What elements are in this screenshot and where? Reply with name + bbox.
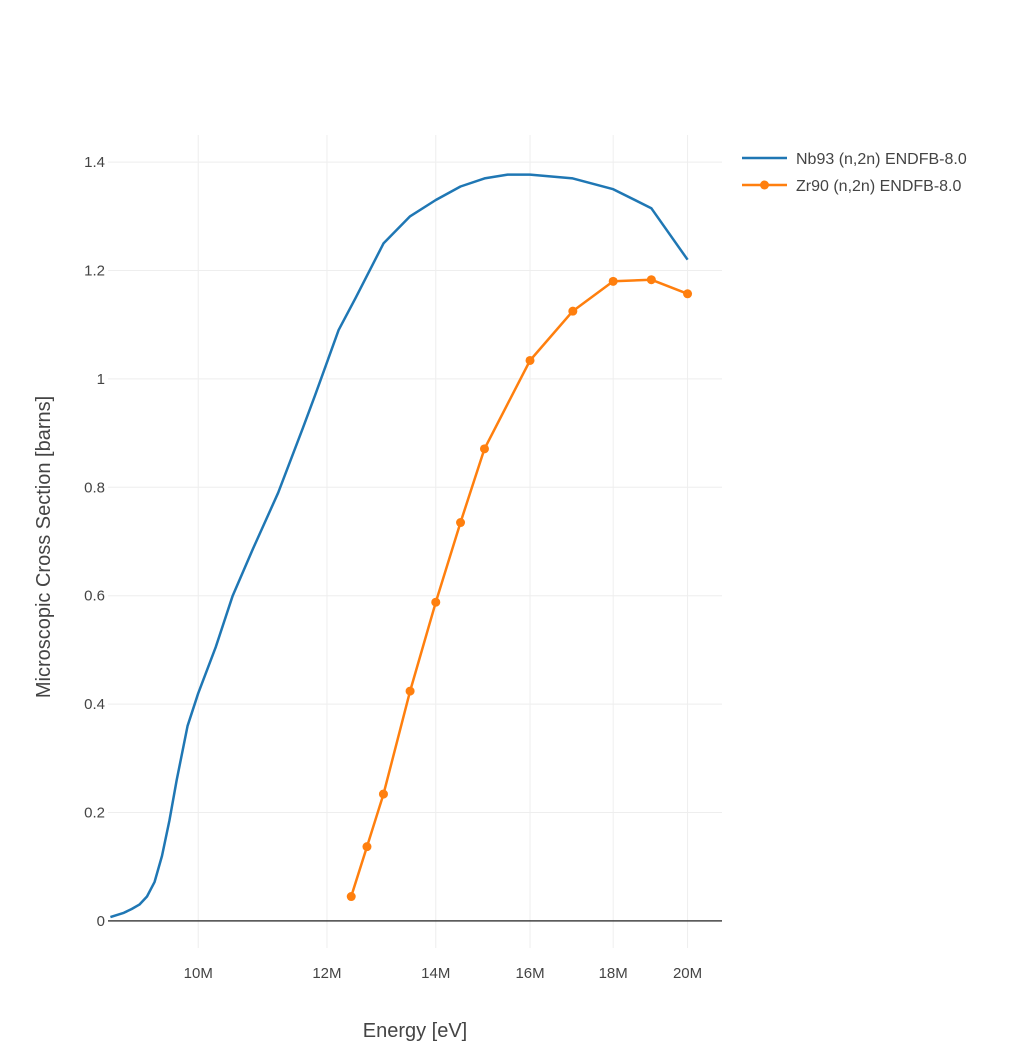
legend-label: Zr90 (n,2n) ENDFB-8.0	[796, 178, 961, 195]
data-point[interactable]	[525, 355, 535, 365]
series-layer	[110, 173, 693, 919]
y-tick-label: 0	[97, 913, 105, 930]
data-point[interactable]	[346, 892, 356, 902]
legend-item-1[interactable]: Zr90 (n,2n) ENDFB-8.0	[742, 178, 961, 195]
y-axis-title: Microscopic Cross Section [barns]	[33, 396, 55, 698]
grid	[108, 135, 722, 948]
x-tick-label: 18M	[599, 965, 628, 982]
series-line-0[interactable]	[110, 173, 689, 919]
x-tick-label: 14M	[421, 965, 450, 982]
data-point[interactable]	[608, 276, 618, 286]
y-tick-label: 0.8	[84, 479, 105, 496]
series-line-1[interactable]	[350, 278, 689, 897]
data-point[interactable]	[568, 306, 578, 316]
legend-label: Nb93 (n,2n) ENDFB-8.0	[796, 151, 967, 168]
x-axis-ticks: 10M 12M 14M 16M 18M 20M	[184, 965, 703, 982]
legend-item-0[interactable]: Nb93 (n,2n) ENDFB-8.0	[742, 151, 967, 168]
x-tick-label: 12M	[312, 965, 341, 982]
x-tick-label: 20M	[673, 965, 702, 982]
data-point[interactable]	[479, 444, 489, 454]
x-tick-label: 10M	[184, 965, 213, 982]
x-tick-label: 16M	[515, 965, 544, 982]
x-axis-title: Energy [eV]	[363, 1020, 468, 1042]
y-axis-ticks: 0 0.2 0.4 0.6 0.8 1 1.2 1.4	[84, 154, 105, 930]
data-point[interactable]	[646, 275, 656, 285]
legend-marker	[760, 180, 769, 190]
data-point[interactable]	[456, 518, 466, 528]
data-point[interactable]	[362, 842, 372, 852]
y-tick-label: 1.4	[84, 154, 105, 171]
data-point[interactable]	[405, 686, 415, 696]
data-point[interactable]	[431, 597, 441, 607]
data-point[interactable]	[378, 789, 388, 799]
y-tick-label: 0.2	[84, 805, 105, 822]
legend[interactable]: Nb93 (n,2n) ENDFB-8.0 Zr90 (n,2n) ENDFB-8…	[742, 151, 967, 195]
y-tick-label: 1.2	[84, 263, 105, 280]
y-tick-label: 1	[97, 371, 105, 388]
y-tick-label: 0.6	[84, 588, 105, 605]
data-point[interactable]	[683, 289, 693, 299]
y-tick-label: 0.4	[84, 696, 105, 713]
